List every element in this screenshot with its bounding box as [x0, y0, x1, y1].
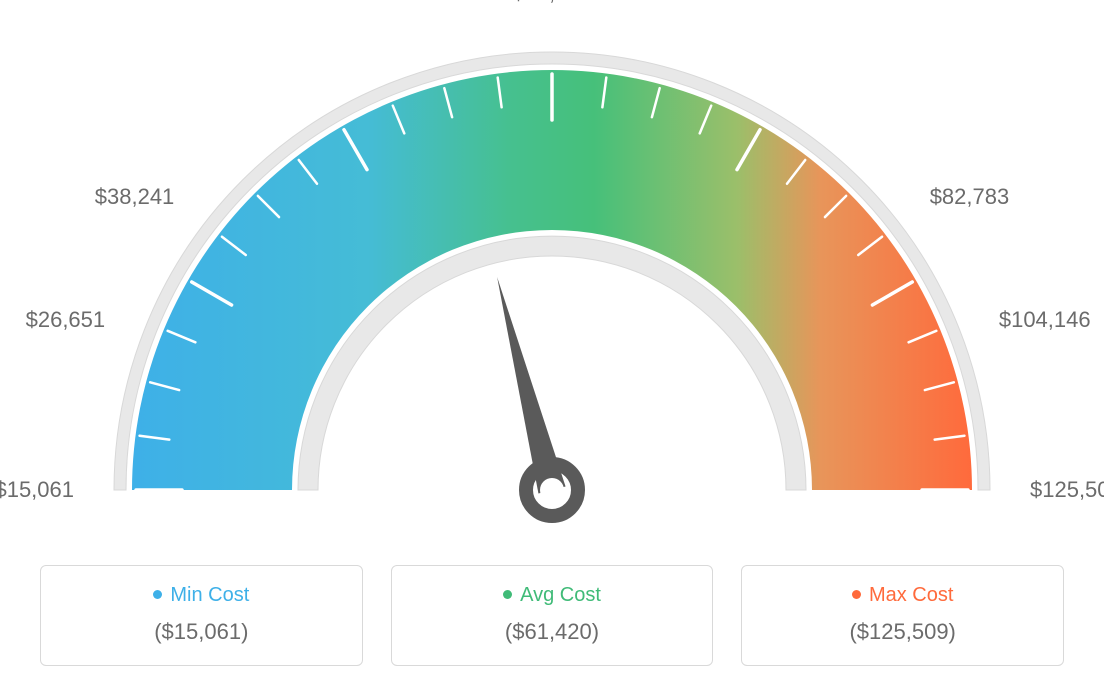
max-cost-title-text: Max Cost	[869, 584, 953, 606]
max-cost-card: Max Cost ($125,509)	[741, 565, 1064, 666]
min-cost-card: Min Cost ($15,061)	[40, 565, 363, 666]
cost-gauge: $15,061 $26,651 $38,241 $61,420 $82,783 $104,…	[0, 0, 1104, 560]
avg-cost-value: ($61,420)	[402, 619, 703, 645]
min-cost-title-text: Min Cost	[170, 584, 249, 606]
gauge-scale-label: $15,061	[0, 477, 74, 503]
avg-cost-title: Avg Cost	[402, 584, 703, 607]
summary-cards: Min Cost ($15,061) Avg Cost ($61,420) Ma…	[40, 565, 1064, 666]
min-cost-dot-icon	[153, 590, 162, 599]
avg-cost-card: Avg Cost ($61,420)	[391, 565, 714, 666]
min-cost-title: Min Cost	[51, 584, 352, 607]
gauge-scale-label: $61,420	[512, 0, 592, 6]
gauge-scale-label: $125,509	[1030, 477, 1104, 503]
gauge-scale-label: $104,146	[999, 307, 1091, 333]
max-cost-dot-icon	[852, 590, 861, 599]
min-cost-value: ($15,061)	[51, 619, 352, 645]
gauge-scale-label: $82,783	[930, 184, 1010, 210]
gauge-scale-label: $38,241	[95, 184, 175, 210]
avg-cost-title-text: Avg Cost	[520, 584, 601, 606]
max-cost-value: ($125,509)	[752, 619, 1053, 645]
gauge-scale-label: $26,651	[26, 307, 106, 333]
max-cost-title: Max Cost	[752, 584, 1053, 607]
avg-cost-dot-icon	[503, 590, 512, 599]
